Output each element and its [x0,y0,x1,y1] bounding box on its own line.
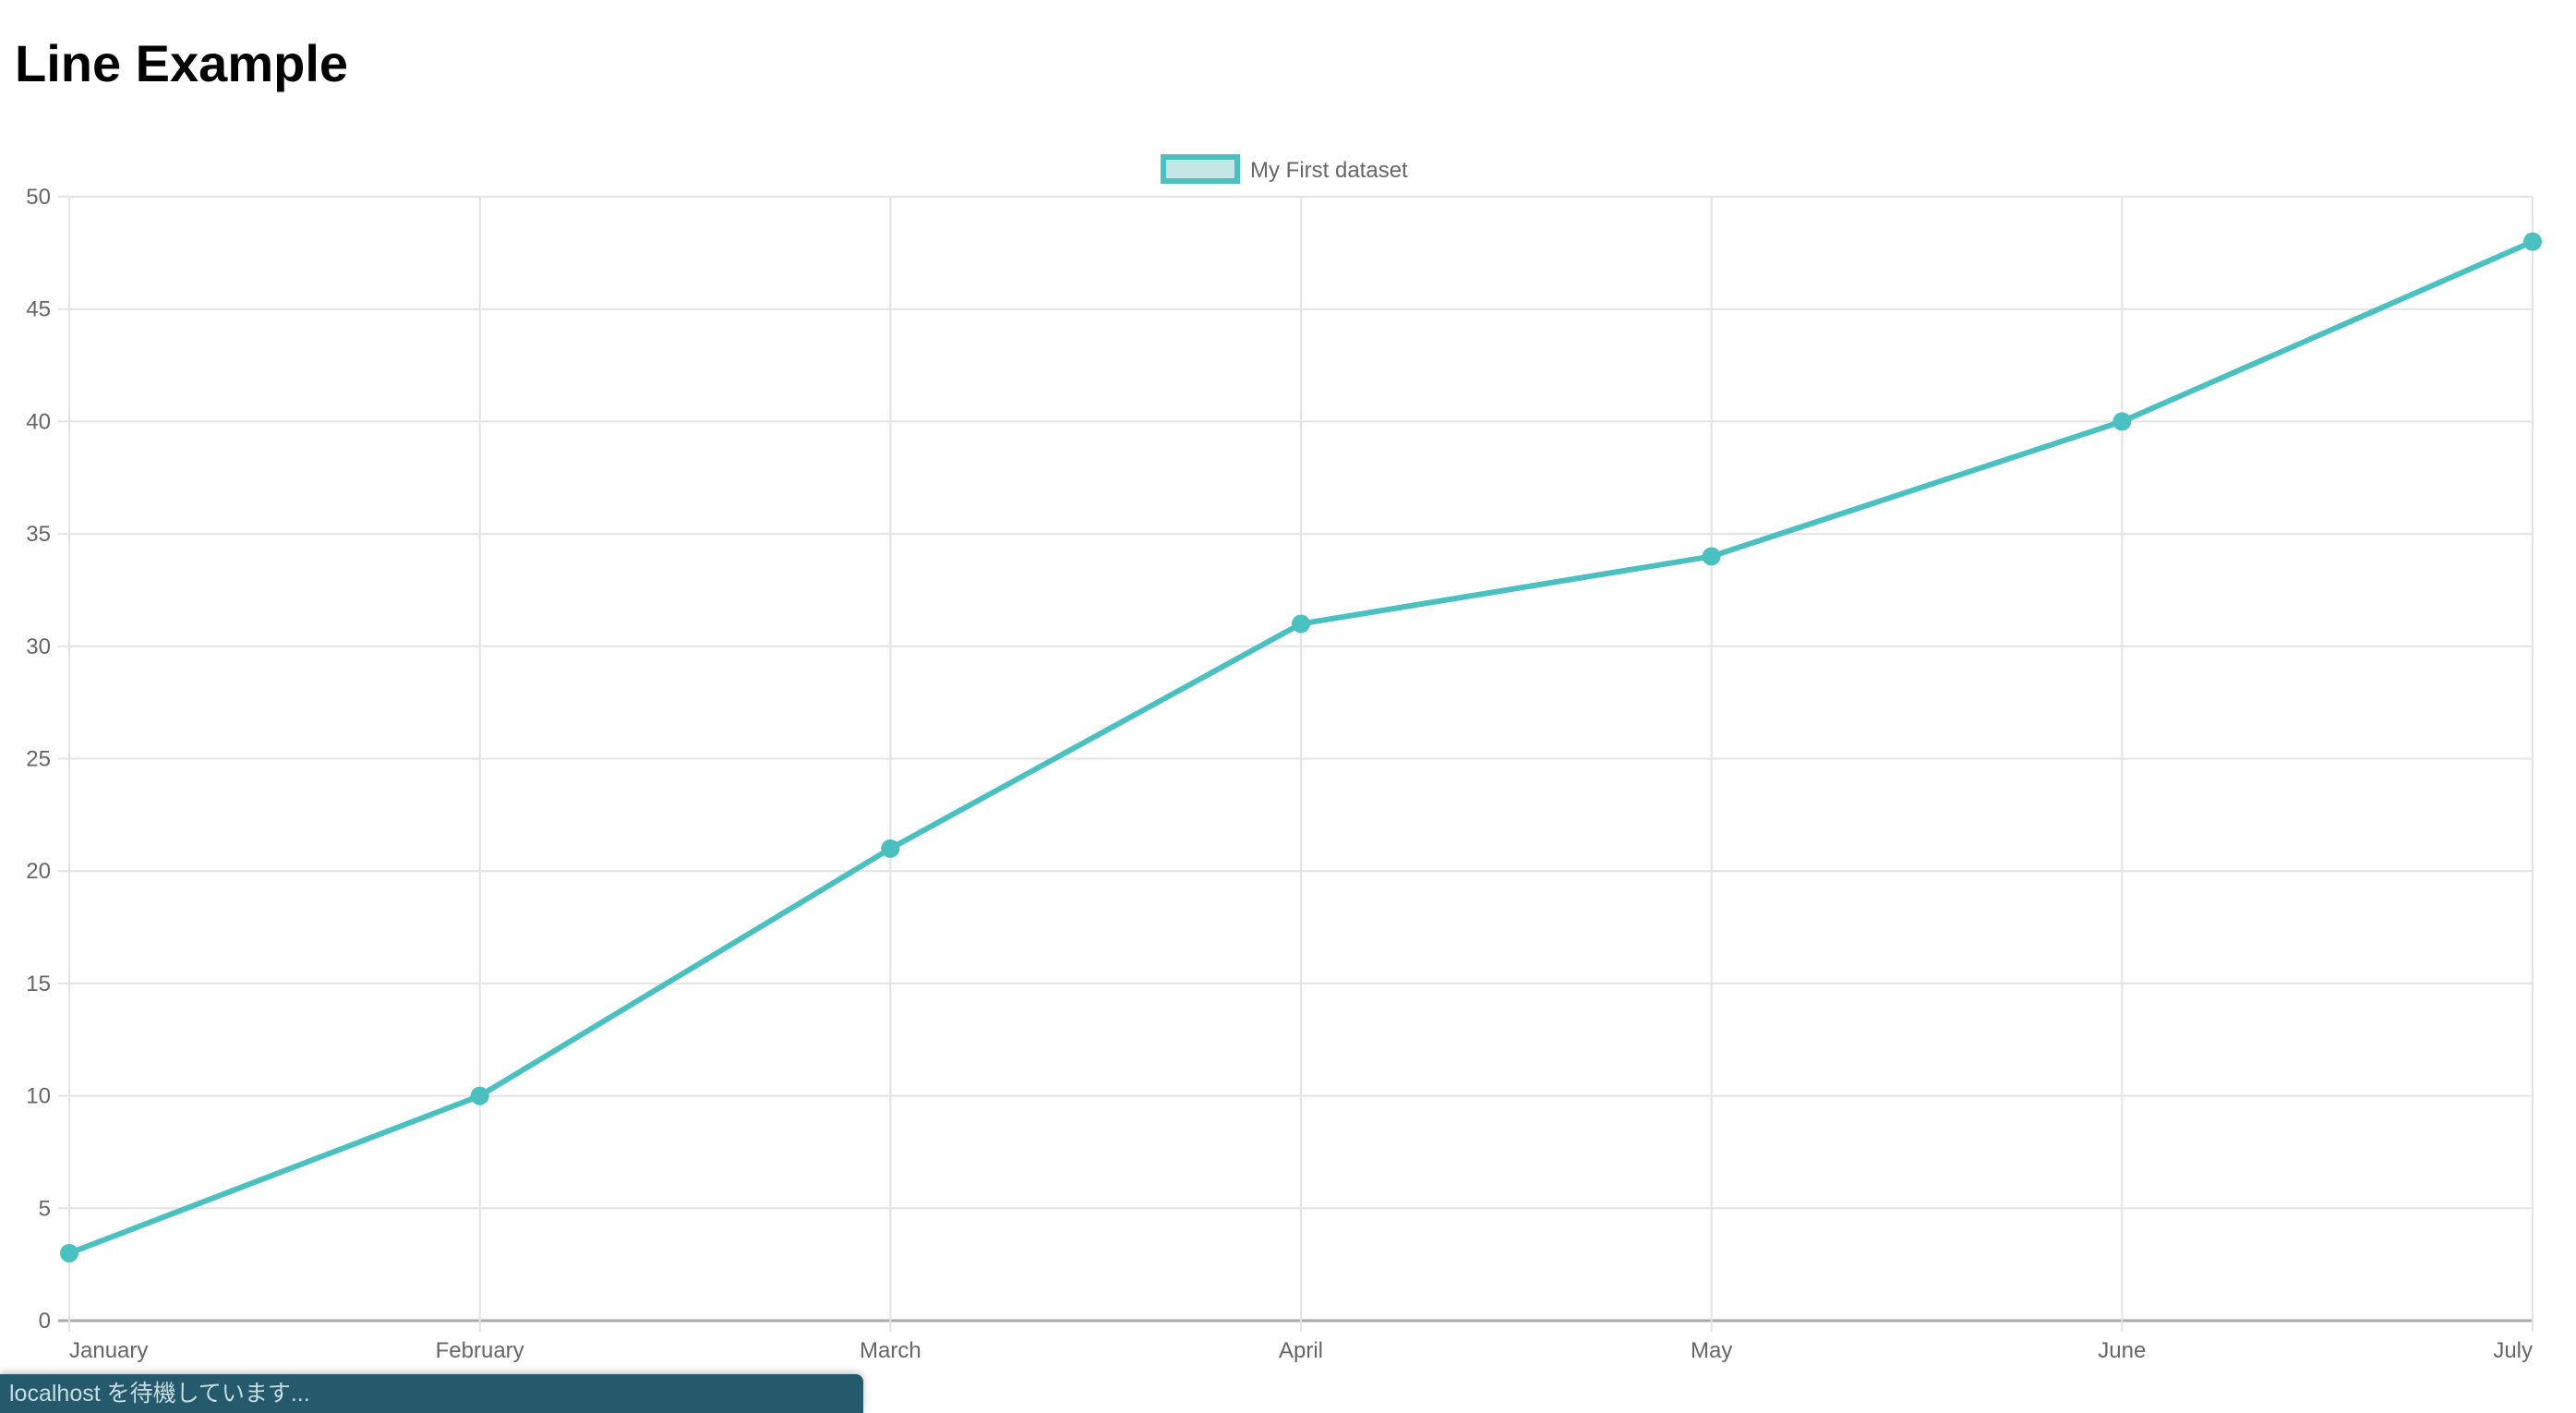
y-tick-label: 0 [39,1309,51,1334]
x-tick-label: June [2098,1338,2146,1363]
data-point [1702,547,1721,566]
status-bar: localhost を待機しています... [0,1374,863,1413]
y-tick-label: 15 [26,972,51,996]
y-tick-label: 50 [26,185,51,210]
legend-label: My First dataset [1250,158,1408,183]
page-title: Line Example [15,34,349,92]
y-tick-label: 30 [26,634,51,659]
x-tick-label: March [860,1338,921,1363]
y-tick-label: 35 [26,522,51,547]
x-tick-label: May [1691,1338,1732,1363]
x-tick-label: February [436,1338,524,1363]
data-point [881,839,900,858]
legend-swatch [1161,154,1240,184]
y-tick-label: 5 [39,1196,51,1221]
data-point [2523,232,2542,251]
data-point [470,1086,489,1105]
x-tick-label: April [1279,1338,1323,1363]
y-tick-label: 45 [26,297,51,322]
x-tick-label: January [69,1338,148,1363]
data-point [2113,412,2132,431]
y-tick-label: 10 [26,1084,51,1109]
y-tick-label: 20 [26,859,51,884]
y-tick-label: 25 [26,747,51,772]
data-point [1292,614,1310,634]
x-tick-label: July [2493,1338,2533,1363]
y-tick-label: 40 [26,409,51,434]
data-point [60,1243,78,1262]
